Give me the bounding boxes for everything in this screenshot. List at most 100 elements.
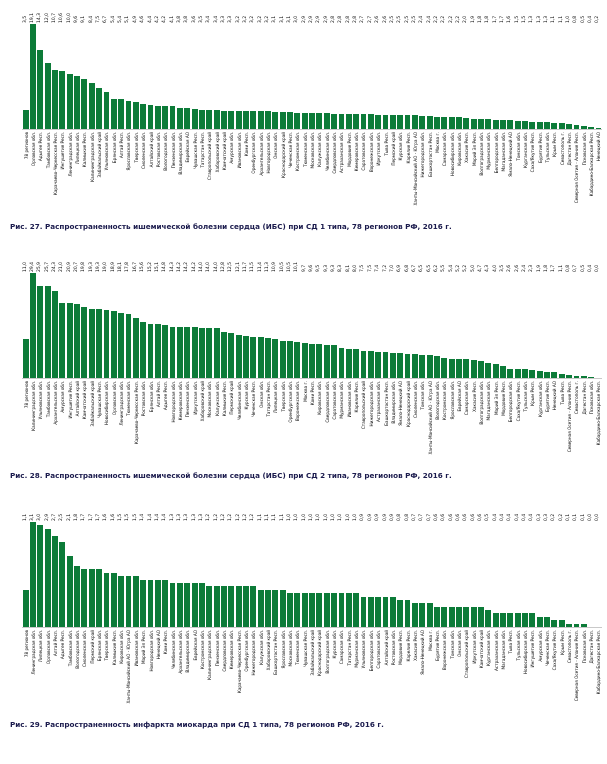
bar xyxy=(103,572,110,627)
bar xyxy=(492,613,499,627)
bar-category-label: Москва г. xyxy=(427,630,433,651)
bar xyxy=(536,371,543,378)
bar-value-label: 11,0 xyxy=(22,261,28,272)
bar-category-label: Воронежская обл. xyxy=(368,132,374,173)
bar-column: 3,8 Еврейская АО xyxy=(183,6,191,220)
bar-column: 0,0 Кабардино-Балкарская Респ. xyxy=(594,255,603,469)
bar-column: 21,0 Амурская обл. xyxy=(58,255,67,469)
bar-category-label: Ингушетия Респ. xyxy=(60,132,66,170)
bar-value-label: 1,0 xyxy=(316,513,322,521)
bar xyxy=(118,313,125,378)
bar xyxy=(470,606,477,627)
bar-column: 5,4 Алтай Респ. xyxy=(117,6,125,220)
bar xyxy=(441,358,448,378)
bar-value-label: 7,2 xyxy=(382,264,388,272)
bar xyxy=(411,603,418,627)
bar-value-label: 19,3 xyxy=(96,261,102,272)
bar-column: 0,1 Северная Осетия - Алания Респ. xyxy=(572,504,581,718)
bar xyxy=(243,586,249,627)
bar xyxy=(389,115,396,129)
bar-category-label: Костромская обл. xyxy=(295,132,301,172)
bar xyxy=(272,589,279,627)
bar-category-label: Саха/Якутия Респ. xyxy=(515,381,521,422)
bar-value-label: 20,7 xyxy=(74,261,80,272)
bar-value-label: 9,5 xyxy=(316,264,322,272)
bar-column: 14,2 Иркутская обл. xyxy=(190,255,199,469)
bar-value-label: 1,1 xyxy=(558,264,564,272)
bar-value-label: 15,6 xyxy=(140,261,146,272)
bar-column: 2,6 Тыва Респ. xyxy=(381,6,390,220)
bar xyxy=(478,606,484,627)
bar-column: 1,0 Забайкальский край xyxy=(308,504,316,718)
bar xyxy=(74,566,81,627)
bar-value-label: 9,1 xyxy=(81,15,87,23)
bar-column: 0,0 Кабардино-Балкарская Респ. xyxy=(594,504,603,718)
bar-value-label: 1,9 xyxy=(536,264,542,272)
bar-column: 29,4 Калининградская обл. xyxy=(29,255,37,469)
bar-value-label: 2,8 xyxy=(353,15,359,23)
bar-value-label: 1,0 xyxy=(345,513,351,521)
bar-category-label: Адыгея Респ. xyxy=(38,132,44,162)
bar-category-label: Челябинская обл. xyxy=(170,630,176,670)
bar-category-label: Ленинградская обл. xyxy=(119,381,125,426)
bar-value-label: 9,3 xyxy=(331,264,337,272)
bar-value-label: 25,7 xyxy=(44,261,50,272)
bar xyxy=(147,104,154,129)
bar-column: 0,8 Северная Осетия - Алания Респ. xyxy=(565,255,573,469)
bar-category-label: Коми Респ. xyxy=(163,630,169,655)
bar-column: 3,0 Костромская обл. xyxy=(293,6,302,220)
bar-column: 2,4 Нижегородская обл. xyxy=(418,6,426,220)
bar-value-label: 7,5 xyxy=(360,264,366,272)
bar-column: 3,2 Архангельская обл. xyxy=(257,6,265,220)
bar-category-label: Архангельская обл. xyxy=(177,630,183,674)
bar xyxy=(544,371,551,378)
bar-category-label: Алтайский край xyxy=(75,381,81,417)
bar xyxy=(257,589,264,627)
bar xyxy=(198,582,205,627)
bar-column: 1,8 Волгоградская обл. xyxy=(477,6,485,220)
bar xyxy=(566,623,573,627)
bar-value-label: 5,2 xyxy=(463,264,469,272)
bar-column: 0,6 Томская обл. xyxy=(447,504,456,718)
bar-value-label: 1,0 xyxy=(294,513,300,521)
bar-column: 4,0 Марий Эл Респ. xyxy=(492,255,500,469)
bar xyxy=(580,623,587,627)
bar-column: 8,3 Мурманская обл. xyxy=(337,255,346,469)
bar-column: 6,2 Вологодская обл. xyxy=(433,255,441,469)
bar-value-label: 0,8 xyxy=(404,513,410,521)
bar xyxy=(360,351,367,378)
bar-category-label: Алтай Респ. xyxy=(119,132,125,159)
bar-column: 0,8 Карелия Респ. xyxy=(403,504,412,718)
bar-column: 1,3 Владимирская обл. xyxy=(183,504,191,718)
bar-value-label: 0,4 xyxy=(507,513,513,521)
bar-column: 6,9 Ямало-Ненецкий АО xyxy=(396,255,404,469)
bar-column: 0,9 Белгородская обл. xyxy=(367,504,375,718)
bar-category-label: Ленинградская обл. xyxy=(31,630,37,675)
bar-category-label: Волгоградская обл. xyxy=(478,132,484,176)
bar xyxy=(301,113,308,129)
bar xyxy=(132,576,139,627)
bar-category-label: Севастополь г. xyxy=(567,630,573,664)
bar-value-label: 15,2 xyxy=(147,261,153,272)
bar-category-label: Кировская обл. xyxy=(456,132,462,166)
bar-value-label: 0,4 xyxy=(529,513,535,521)
bar-value-label: 3,1 xyxy=(287,15,293,23)
bar-value-label: 1,4 xyxy=(162,513,168,521)
bar-category-label: Карелия Респ. xyxy=(405,132,411,164)
bar-category-label: Московская обл. xyxy=(288,630,294,667)
bar xyxy=(507,120,514,129)
bar-column: 1,0 Краснодарский край xyxy=(315,504,324,718)
bar xyxy=(103,310,110,378)
bar-category-label: Москва г. xyxy=(302,381,308,402)
bar-column: 1,4 Новгородская обл. xyxy=(146,504,155,718)
bar xyxy=(309,593,316,627)
bar-value-label: 2,3 xyxy=(529,264,535,272)
bar-column: 1,3 Саха/Якутия Респ. xyxy=(528,6,537,220)
bar xyxy=(147,579,154,627)
bar xyxy=(338,113,345,129)
bar-category-label: Калужская обл. xyxy=(317,132,323,167)
bar xyxy=(419,354,426,378)
bar xyxy=(470,360,477,378)
bar xyxy=(478,361,484,378)
bar-column: 1,5 Курганская обл. xyxy=(521,6,529,220)
